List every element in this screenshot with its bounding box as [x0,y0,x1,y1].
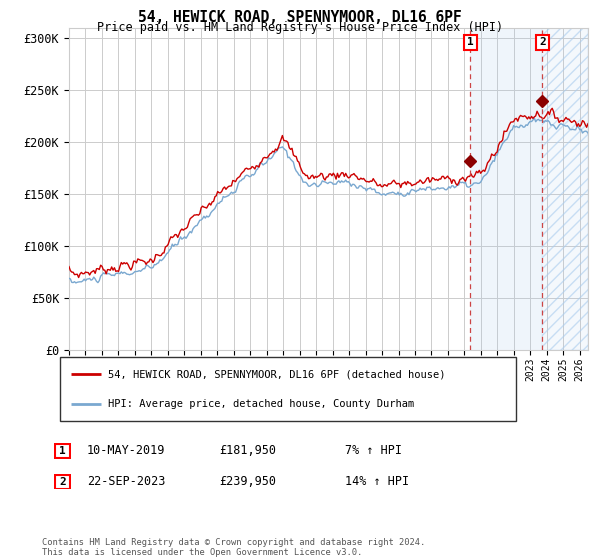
FancyBboxPatch shape [60,357,516,421]
Text: 1: 1 [467,38,474,48]
FancyBboxPatch shape [55,444,70,458]
Text: Price paid vs. HM Land Registry's House Price Index (HPI): Price paid vs. HM Land Registry's House … [97,21,503,34]
Text: 7% ↑ HPI: 7% ↑ HPI [345,444,402,458]
Text: 2: 2 [59,477,66,487]
Text: 14% ↑ HPI: 14% ↑ HPI [345,475,409,488]
Text: 10-MAY-2019: 10-MAY-2019 [87,444,166,458]
Text: 2: 2 [539,38,546,48]
Bar [542,28,588,350]
Bar [542,28,588,350]
Bar [470,28,542,350]
Text: 54, HEWICK ROAD, SPENNYMOOR, DL16 6PF (detached house): 54, HEWICK ROAD, SPENNYMOOR, DL16 6PF (d… [108,369,445,379]
Text: 1: 1 [59,446,66,456]
Text: £181,950: £181,950 [219,444,276,458]
FancyBboxPatch shape [55,474,70,489]
Text: HPI: Average price, detached house, County Durham: HPI: Average price, detached house, Coun… [108,399,414,409]
Text: 22-SEP-2023: 22-SEP-2023 [87,475,166,488]
Text: 54, HEWICK ROAD, SPENNYMOOR, DL16 6PF: 54, HEWICK ROAD, SPENNYMOOR, DL16 6PF [138,10,462,25]
Text: £239,950: £239,950 [219,475,276,488]
Text: Contains HM Land Registry data © Crown copyright and database right 2024.
This d: Contains HM Land Registry data © Crown c… [42,538,425,557]
